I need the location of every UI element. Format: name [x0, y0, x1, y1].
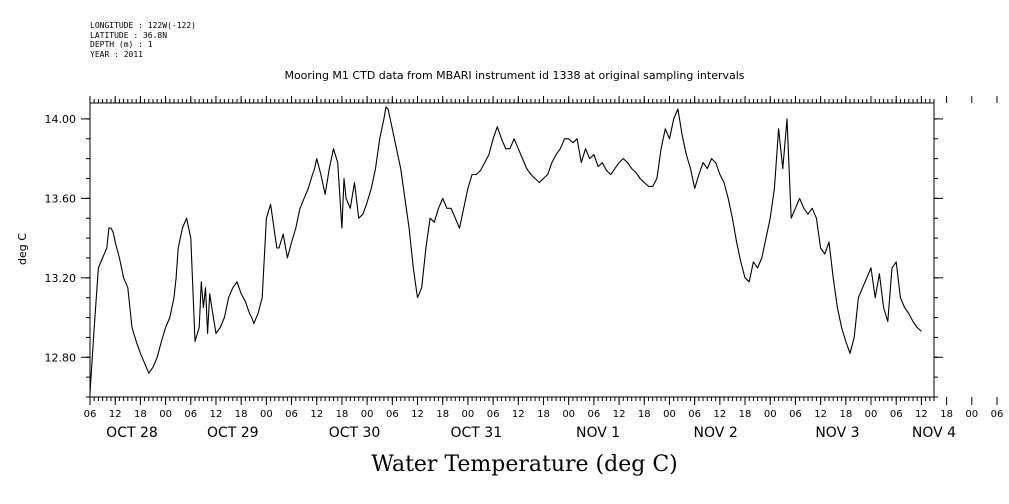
- x-hour-tick-label: 06: [688, 409, 701, 420]
- x-hour-tick-label: 06: [184, 409, 197, 420]
- x-hour-tick-label: 06: [890, 409, 903, 420]
- x-hour-tick-label: 18: [235, 409, 248, 420]
- x-day-label: NOV 4: [912, 425, 956, 441]
- x-day-label: OCT 31: [450, 425, 502, 441]
- x-hour-tick-label: 00: [865, 409, 878, 420]
- x-hour-tick-label: 06: [386, 409, 399, 420]
- x-hour-tick-label: 00: [361, 409, 374, 420]
- meta-depth: DEPTH (m) : 1: [90, 40, 153, 49]
- x-hour-tick-label: 00: [965, 409, 978, 420]
- x-hour-tick-label: 18: [336, 409, 349, 420]
- x-hour-tick-label: 18: [134, 409, 147, 420]
- x-day-label: OCT 30: [329, 425, 381, 441]
- x-hour-tick-label: 00: [764, 409, 777, 420]
- metadata-block: LONGITUDE : 122W(-122) LATITUDE : 36.8N …: [90, 21, 196, 59]
- plot-frame: [89, 102, 935, 398]
- x-hour-tick-label: 06: [789, 409, 802, 420]
- meta-year: YEAR : 2011: [90, 49, 143, 59]
- x-hour-tick-label: 12: [512, 409, 525, 420]
- x-hour-tick-label: 12: [613, 409, 626, 420]
- x-hour-tick-label: 06: [487, 409, 500, 420]
- x-day-label: OCT 28: [106, 425, 158, 441]
- x-hour-tick-label: 18: [537, 409, 550, 420]
- x-hour-tick-label: 18: [839, 409, 852, 420]
- chart-title: Mooring M1 CTD data from MBARI instrumen…: [284, 69, 745, 82]
- x-hour-tick-label: 00: [260, 409, 273, 420]
- x-hour-tick-label: 06: [84, 409, 97, 420]
- x-hour-tick-label: 12: [411, 409, 424, 420]
- y-tick-label: 13.60: [45, 192, 77, 205]
- y-tick-label: 14.00: [45, 113, 77, 126]
- x-hour-tick-label: 12: [915, 409, 928, 420]
- y-tick-label: 13.20: [45, 272, 77, 285]
- x-hour-tick-label: 12: [210, 409, 223, 420]
- x-hour-tick-label: 12: [109, 409, 122, 420]
- x-hour-tick-label: 18: [638, 409, 651, 420]
- meta-longitude: LONGITUDE : 122W(-122): [90, 21, 196, 30]
- x-hour-tick-label: 12: [310, 409, 323, 420]
- x-hour-tick-label: 18: [940, 409, 953, 420]
- x-hour-tick-label: 06: [588, 409, 601, 420]
- x-hour-tick-label: 00: [462, 409, 475, 420]
- x-hour-tick-label: 18: [436, 409, 449, 420]
- x-hour-tick-label: 00: [159, 409, 172, 420]
- x-hour-tick-label: 00: [562, 409, 575, 420]
- x-hour-tick-label: 00: [663, 409, 676, 420]
- x-hour-tick-label: 18: [739, 409, 752, 420]
- x-hour-tick-label: 12: [814, 409, 827, 420]
- x-axis-label: Water Temperature (deg C): [371, 452, 678, 477]
- x-day-label: NOV 1: [576, 425, 620, 441]
- y-tick-label: 12.80: [45, 351, 77, 364]
- x-day-label: OCT 29: [207, 425, 259, 441]
- x-day-label: NOV 2: [694, 425, 738, 441]
- x-day-label: NOV 3: [815, 425, 859, 441]
- x-hour-tick-label: 12: [713, 409, 726, 420]
- meta-latitude: LATITUDE : 36.8N: [90, 30, 168, 40]
- temperature-series-line: [89, 106, 922, 394]
- x-hour-tick-label: 06: [285, 409, 298, 420]
- x-hour-tick-label: 06: [991, 409, 1004, 420]
